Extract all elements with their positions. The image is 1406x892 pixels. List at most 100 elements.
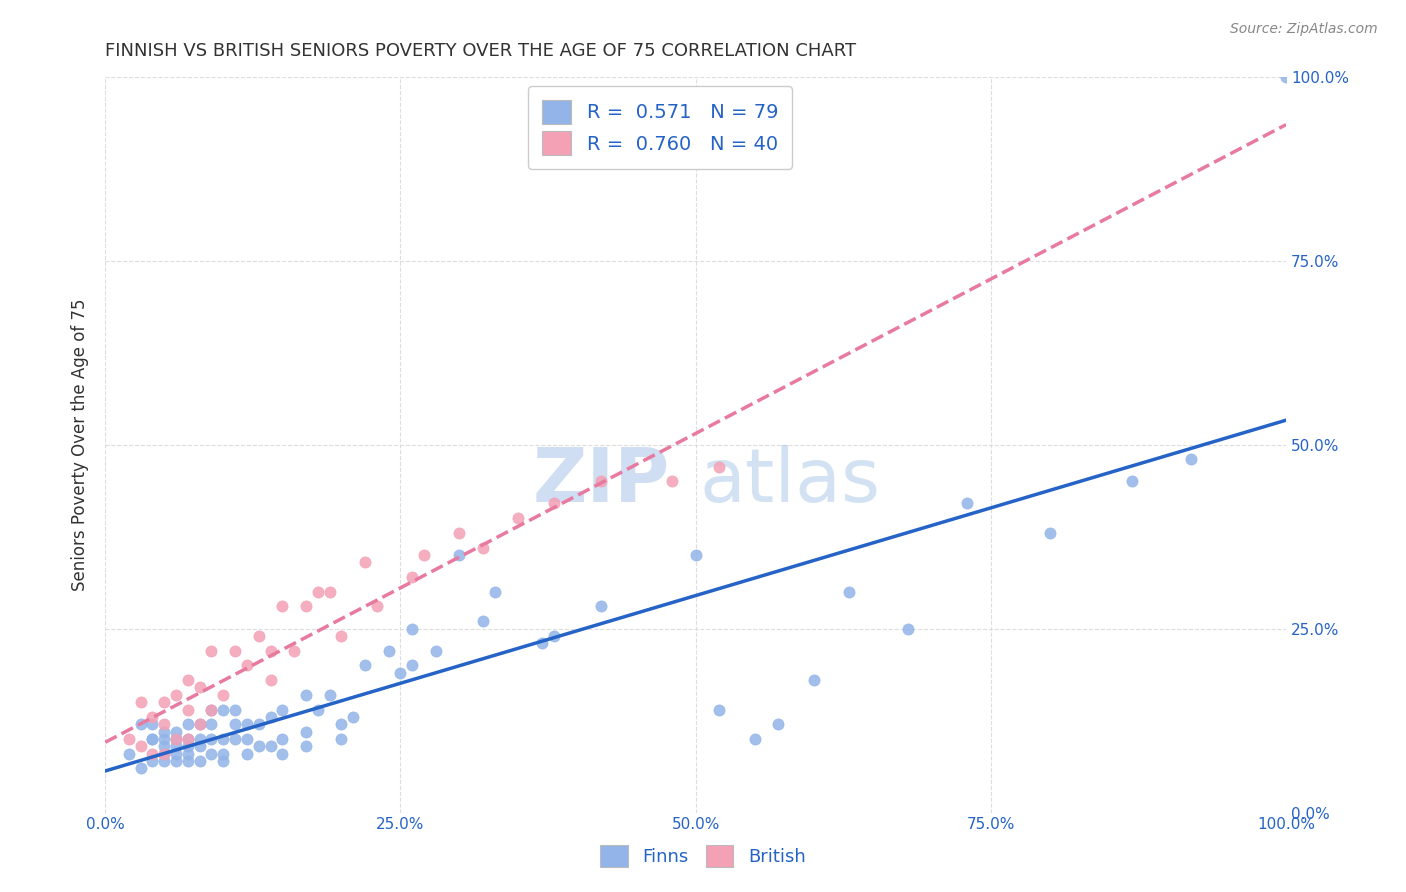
Point [188,731,211,746]
Point [200,731,222,746]
Point [295,599,318,614]
Point [200,643,222,657]
Point [259,673,281,687]
Point [449,525,471,540]
Point [295,739,318,754]
Point [543,629,565,643]
Point [200,702,222,716]
Point [165,747,187,761]
Point [129,695,152,709]
Point [318,688,340,702]
Point [141,747,163,761]
Point [153,717,176,731]
Point [709,459,731,474]
Point [212,747,235,761]
Point [188,717,211,731]
Point [141,717,163,731]
Point [212,731,235,746]
Point [153,747,176,761]
Point [591,599,613,614]
Point [118,747,141,761]
Point [224,643,246,657]
Point [449,548,471,562]
Point [247,717,270,731]
Text: ZIP: ZIP [533,445,669,518]
Point [141,731,163,746]
Point [508,511,530,525]
Point [259,739,281,754]
Point [212,754,235,768]
Point [129,717,152,731]
Point [543,496,565,510]
Point [153,731,176,746]
Point [188,717,211,731]
Point [354,555,377,569]
Point [1121,475,1143,489]
Point [307,702,329,716]
Point [177,673,200,687]
Text: atlas: atlas [700,445,880,518]
Point [330,731,353,746]
Point [177,754,200,768]
Point [401,570,423,584]
Point [709,702,731,716]
Point [413,548,436,562]
Point [224,702,246,716]
Point [472,541,495,555]
Point [307,584,329,599]
Point [1180,452,1202,467]
Point [472,614,495,628]
Point [897,622,920,636]
Point [295,724,318,739]
Point [366,599,388,614]
Point [165,754,187,768]
Point [259,710,281,724]
Point [591,475,613,489]
Point [956,496,979,510]
Point [153,747,176,761]
Point [200,747,222,761]
Point [177,731,200,746]
Point [153,695,176,709]
Point [295,688,318,702]
Point [141,731,163,746]
Point [153,739,176,754]
Point [389,665,412,680]
Point [685,548,707,562]
Point [118,731,141,746]
Point [342,710,364,724]
Point [188,681,211,695]
Point [271,731,294,746]
Point [377,643,399,657]
Point [531,636,554,650]
Point [177,747,200,761]
Point [165,739,187,754]
Point [236,747,259,761]
Point [177,702,200,716]
Point [129,739,152,754]
Point [1275,70,1298,84]
Point [165,731,187,746]
Point [744,731,766,746]
Point [425,643,447,657]
Point [224,731,246,746]
Point [200,717,222,731]
Point [484,584,506,599]
Point [271,747,294,761]
Point [259,643,281,657]
Point [661,475,683,489]
Legend: R =  0.571   N = 79, R =  0.760   N = 40: R = 0.571 N = 79, R = 0.760 N = 40 [529,87,792,169]
Point [283,643,305,657]
Point [354,658,377,673]
Point [330,629,353,643]
Point [1039,525,1062,540]
Point [838,584,860,599]
Point [271,599,294,614]
Point [212,702,235,716]
Point [188,739,211,754]
Point [401,658,423,673]
Point [141,754,163,768]
Point [165,731,187,746]
Point [224,717,246,731]
Point [165,688,187,702]
